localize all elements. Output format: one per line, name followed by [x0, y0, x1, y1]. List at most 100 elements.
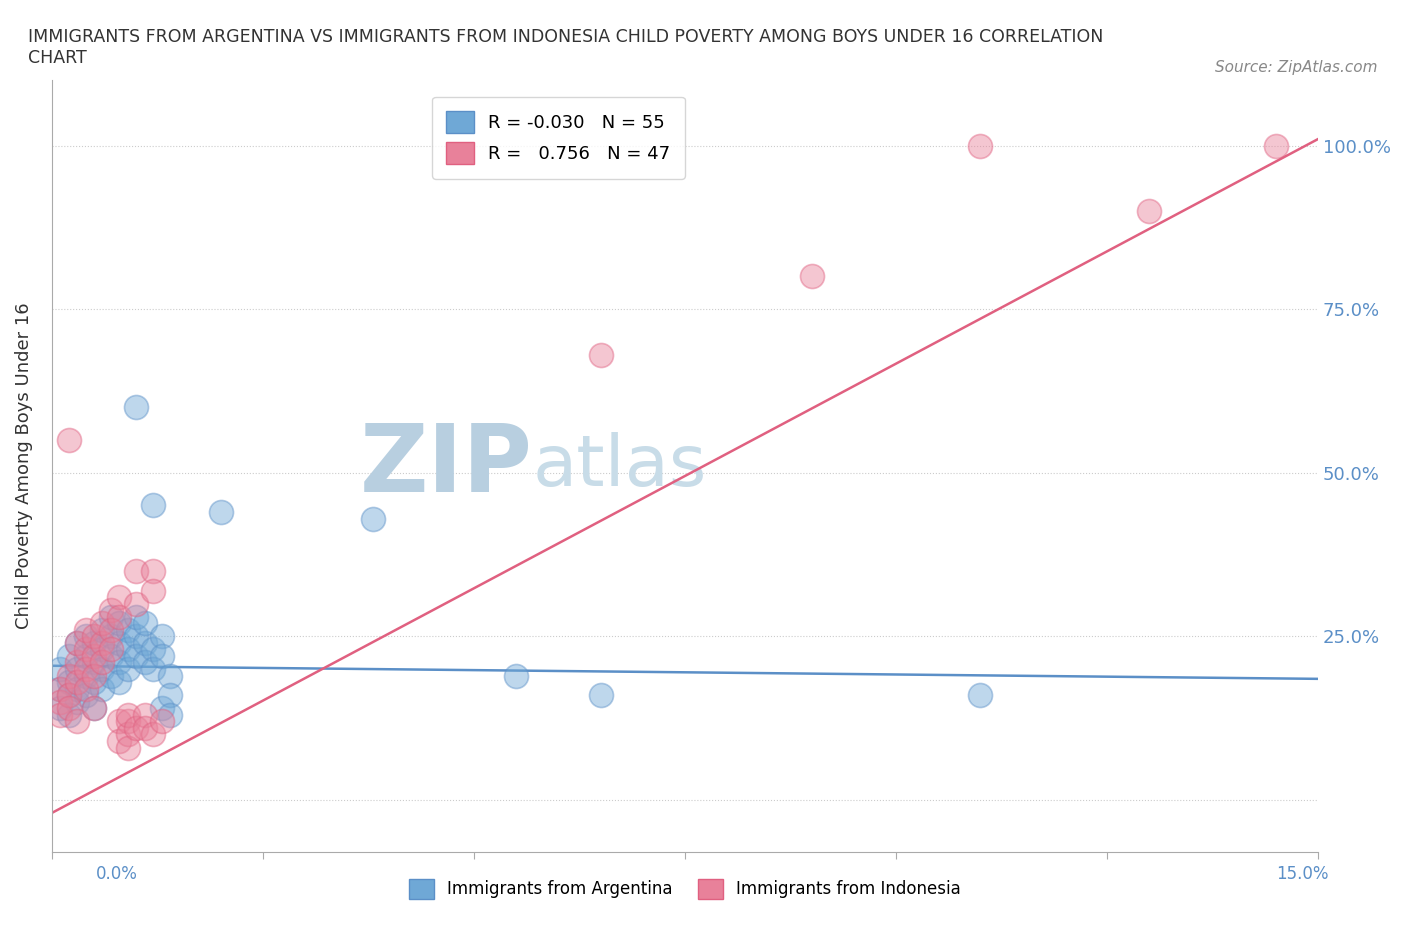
Point — [58, 701, 80, 716]
Point — [91, 622, 114, 637]
Point — [58, 668, 80, 683]
Point — [117, 727, 139, 742]
Point — [361, 512, 384, 526]
Point — [58, 648, 80, 663]
Point — [117, 740, 139, 755]
Point — [83, 629, 105, 644]
Point — [49, 681, 72, 696]
Point — [83, 648, 105, 663]
Point — [100, 642, 122, 657]
Point — [100, 609, 122, 624]
Point — [91, 681, 114, 696]
Point — [125, 721, 148, 736]
Point — [159, 688, 181, 703]
Point — [117, 622, 139, 637]
Point — [134, 708, 156, 723]
Point — [108, 635, 131, 650]
Point — [142, 661, 165, 676]
Point — [142, 583, 165, 598]
Point — [108, 616, 131, 631]
Point — [117, 708, 139, 723]
Point — [159, 668, 181, 683]
Point — [75, 661, 97, 676]
Point — [969, 138, 991, 153]
Text: 15.0%: 15.0% — [1277, 865, 1329, 883]
Point — [100, 668, 122, 683]
Text: IMMIGRANTS FROM ARGENTINA VS IMMIGRANTS FROM INDONESIA CHILD POVERTY AMONG BOYS : IMMIGRANTS FROM ARGENTINA VS IMMIGRANTS … — [28, 28, 1104, 67]
Point — [100, 648, 122, 663]
Point — [108, 674, 131, 689]
Point — [49, 708, 72, 723]
Text: atlas: atlas — [533, 432, 707, 500]
Point — [117, 642, 139, 657]
Point — [108, 734, 131, 749]
Point — [66, 655, 89, 670]
Point — [66, 635, 89, 650]
Point — [150, 629, 173, 644]
Point — [125, 400, 148, 415]
Point — [134, 721, 156, 736]
Legend: R = -0.030   N = 55, R =   0.756   N = 47: R = -0.030 N = 55, R = 0.756 N = 47 — [432, 97, 685, 179]
Point — [66, 681, 89, 696]
Point — [83, 668, 105, 683]
Point — [117, 714, 139, 729]
Point — [505, 668, 527, 683]
Point — [66, 661, 89, 676]
Point — [108, 590, 131, 604]
Point — [125, 648, 148, 663]
Point — [1264, 138, 1286, 153]
Point — [58, 688, 80, 703]
Point — [91, 635, 114, 650]
Point — [134, 616, 156, 631]
Point — [75, 681, 97, 696]
Point — [83, 674, 105, 689]
Point — [125, 564, 148, 578]
Point — [209, 505, 232, 520]
Point — [108, 609, 131, 624]
Point — [142, 642, 165, 657]
Point — [58, 432, 80, 447]
Point — [75, 629, 97, 644]
Point — [150, 701, 173, 716]
Text: ZIP: ZIP — [360, 420, 533, 512]
Point — [91, 655, 114, 670]
Point — [49, 701, 72, 716]
Point — [66, 695, 89, 710]
Point — [75, 668, 97, 683]
Point — [91, 642, 114, 657]
Point — [589, 688, 612, 703]
Point — [75, 648, 97, 663]
Y-axis label: Child Poverty Among Boys Under 16: Child Poverty Among Boys Under 16 — [15, 303, 32, 630]
Point — [49, 681, 72, 696]
Point — [83, 701, 105, 716]
Point — [134, 635, 156, 650]
Text: 0.0%: 0.0% — [96, 865, 138, 883]
Point — [100, 603, 122, 618]
Point — [100, 629, 122, 644]
Point — [83, 635, 105, 650]
Point — [75, 688, 97, 703]
Point — [125, 596, 148, 611]
Point — [91, 661, 114, 676]
Point — [58, 708, 80, 723]
Point — [117, 661, 139, 676]
Point — [49, 661, 72, 676]
Point — [142, 564, 165, 578]
Point — [800, 269, 823, 284]
Point — [134, 655, 156, 670]
Point — [159, 708, 181, 723]
Point — [83, 655, 105, 670]
Point — [100, 622, 122, 637]
Point — [75, 622, 97, 637]
Point — [58, 674, 80, 689]
Point — [49, 695, 72, 710]
Point — [125, 629, 148, 644]
Point — [969, 688, 991, 703]
Point — [66, 674, 89, 689]
Point — [75, 642, 97, 657]
Point — [66, 714, 89, 729]
Point — [150, 648, 173, 663]
Point — [108, 655, 131, 670]
Point — [1137, 204, 1160, 219]
Text: Source: ZipAtlas.com: Source: ZipAtlas.com — [1215, 60, 1378, 75]
